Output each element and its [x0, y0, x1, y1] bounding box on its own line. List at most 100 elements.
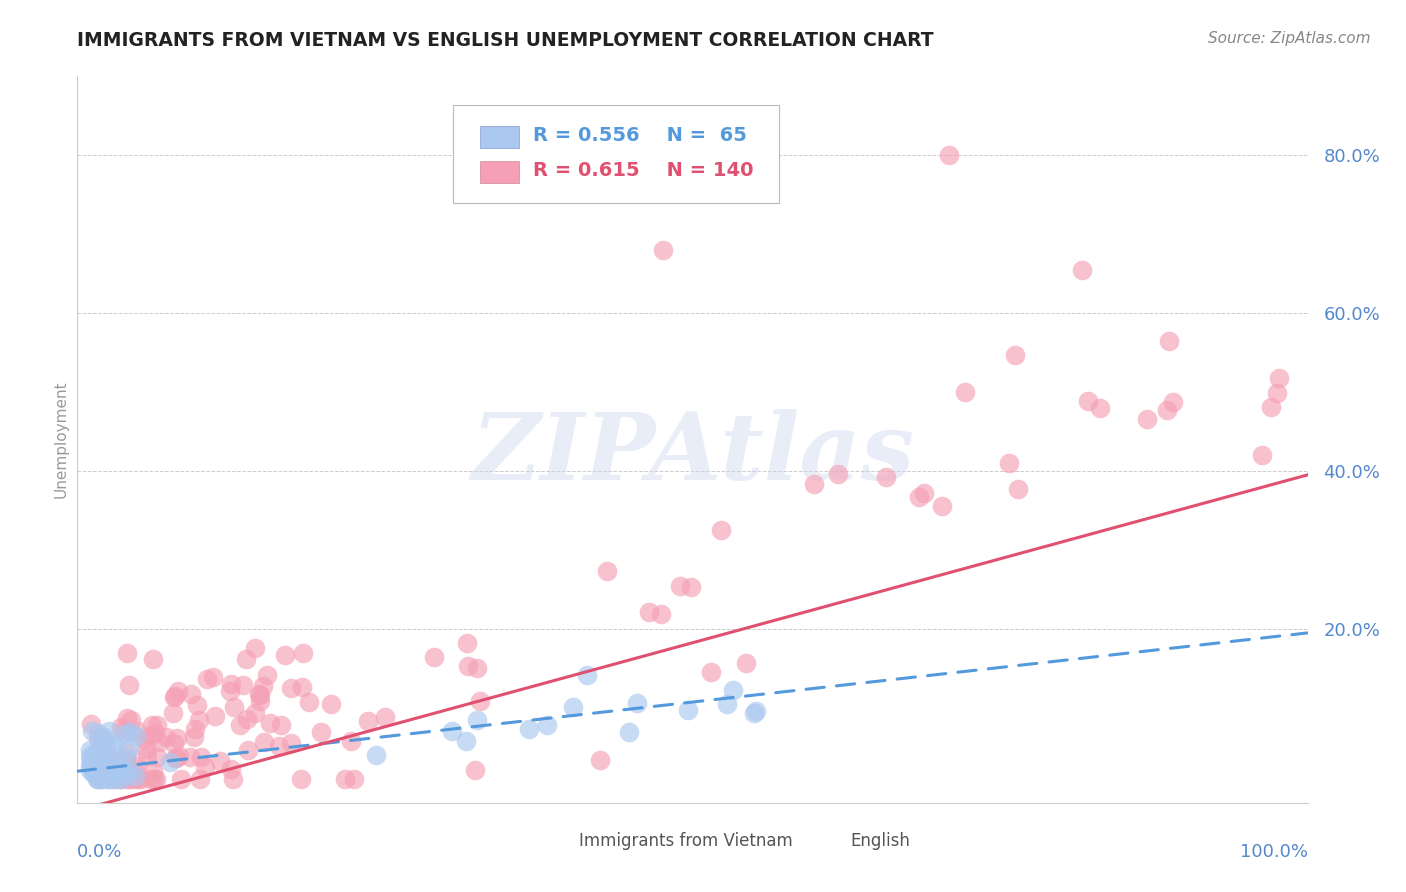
- Point: [1251, 448, 1274, 462]
- Point: [342, 772, 364, 786]
- Point: [465, 713, 488, 727]
- Text: ZIPAtlas: ZIPAtlas: [471, 409, 914, 499]
- Point: [1136, 412, 1159, 426]
- Point: [998, 456, 1021, 470]
- Text: Source: ZipAtlas.com: Source: ZipAtlas.com: [1208, 31, 1371, 46]
- Point: [562, 699, 585, 714]
- Point: [1268, 371, 1291, 385]
- Point: [827, 467, 849, 481]
- Point: [80, 752, 103, 766]
- Point: [79, 763, 101, 777]
- Point: [188, 714, 211, 728]
- Point: [269, 739, 291, 754]
- Point: [170, 772, 193, 786]
- Point: [110, 772, 132, 786]
- Point: [101, 772, 124, 786]
- Point: [356, 714, 378, 729]
- Point: [243, 640, 266, 655]
- Point: [90, 755, 112, 769]
- Point: [626, 696, 648, 710]
- Point: [228, 718, 250, 732]
- Point: [136, 748, 159, 763]
- Point: [127, 772, 149, 786]
- Point: [87, 726, 110, 740]
- Point: [89, 756, 111, 771]
- Text: R = 0.556    N =  65: R = 0.556 N = 65: [533, 126, 747, 145]
- Point: [721, 683, 744, 698]
- Point: [98, 772, 121, 786]
- Point: [651, 243, 673, 257]
- Point: [148, 735, 170, 749]
- Point: [79, 716, 101, 731]
- Point: [97, 749, 120, 764]
- Point: [219, 677, 242, 691]
- Point: [118, 766, 141, 780]
- Point: [1077, 393, 1099, 408]
- Point: [110, 720, 132, 734]
- Point: [104, 754, 127, 768]
- Point: [709, 523, 731, 537]
- Point: [115, 753, 138, 767]
- Text: IMMIGRANTS FROM VIETNAM VS ENGLISH UNEMPLOYMENT CORRELATION CHART: IMMIGRANTS FROM VIETNAM VS ENGLISH UNEMP…: [77, 31, 934, 50]
- Point: [744, 706, 766, 720]
- Point: [270, 718, 292, 732]
- Point: [79, 755, 101, 769]
- Point: [110, 772, 132, 786]
- Point: [155, 731, 177, 745]
- Point: [145, 772, 167, 786]
- Point: [97, 723, 120, 738]
- Bar: [815, 832, 842, 848]
- Point: [146, 750, 169, 764]
- Point: [117, 772, 139, 786]
- Text: Immigrants from Vietnam: Immigrants from Vietnam: [579, 831, 793, 849]
- Point: [280, 736, 302, 750]
- Point: [111, 763, 134, 777]
- Point: [142, 764, 165, 778]
- Point: [252, 679, 274, 693]
- Point: [219, 684, 242, 698]
- Point: [253, 735, 276, 749]
- Point: [100, 766, 122, 780]
- Point: [186, 698, 208, 712]
- Point: [91, 772, 114, 786]
- Point: [93, 730, 115, 744]
- Point: [1070, 263, 1092, 277]
- Point: [232, 678, 254, 692]
- Bar: [479, 161, 519, 183]
- Point: [201, 670, 224, 684]
- Point: [249, 689, 271, 703]
- Point: [423, 650, 446, 665]
- Bar: [479, 126, 519, 148]
- Point: [90, 754, 112, 768]
- Point: [124, 763, 146, 777]
- Point: [681, 580, 703, 594]
- Point: [97, 751, 120, 765]
- Point: [745, 705, 768, 719]
- Point: [82, 765, 104, 780]
- Point: [124, 729, 146, 743]
- Point: [163, 736, 186, 750]
- Point: [120, 725, 142, 739]
- Point: [146, 717, 169, 731]
- Point: [912, 486, 935, 500]
- Point: [249, 694, 271, 708]
- Point: [875, 469, 897, 483]
- Point: [235, 652, 257, 666]
- Point: [104, 738, 127, 752]
- Point: [117, 647, 139, 661]
- Point: [118, 772, 141, 786]
- Point: [247, 687, 270, 701]
- Point: [87, 772, 110, 786]
- Point: [180, 687, 202, 701]
- Point: [142, 651, 165, 665]
- Point: [1004, 348, 1026, 362]
- Point: [259, 716, 281, 731]
- Point: [84, 755, 107, 769]
- Point: [115, 711, 138, 725]
- Point: [589, 753, 612, 767]
- Point: [1161, 395, 1184, 409]
- Point: [143, 726, 166, 740]
- Point: [165, 751, 187, 765]
- Point: [274, 648, 297, 663]
- Point: [335, 772, 357, 786]
